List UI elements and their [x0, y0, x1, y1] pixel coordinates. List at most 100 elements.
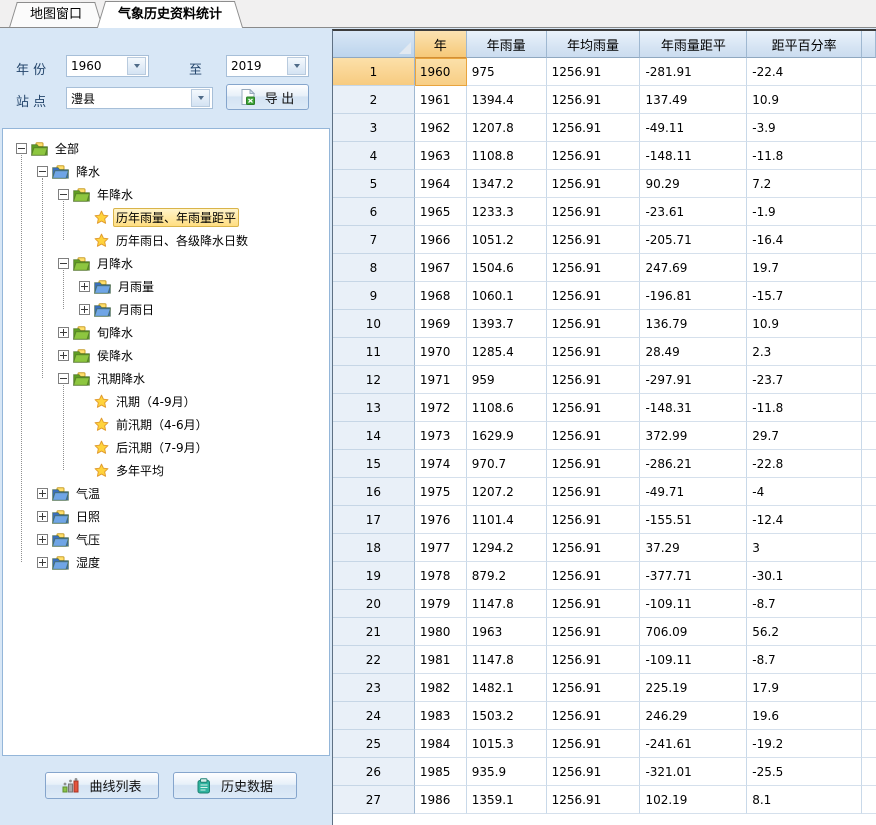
tree-item[interactable]: 年降水	[3, 183, 329, 206]
table-row[interactable]: 22 1981 1147.8 1256.91 -109.11 -8.7	[333, 646, 876, 674]
cell[interactable]: 1504.6	[466, 254, 547, 282]
curve-list-button[interactable]: 曲线列表	[45, 772, 159, 799]
cell[interactable]: 1147.8	[466, 590, 547, 618]
cell[interactable]: -377.71	[640, 562, 748, 590]
cell[interactable]: 1256.91	[546, 86, 641, 114]
cell[interactable]: 1393.7	[466, 310, 547, 338]
cell[interactable]: -109.11	[640, 590, 748, 618]
cell[interactable]: -148.11	[640, 142, 748, 170]
cell[interactable]: -155.51	[640, 506, 748, 534]
cell[interactable]: -286.21	[640, 450, 748, 478]
table-row[interactable]: 23 1982 1482.1 1256.91 225.19 17.9	[333, 674, 876, 702]
cell[interactable]: -321.01	[640, 758, 748, 786]
cell[interactable]: 1233.3	[466, 198, 547, 226]
collapse-minus-icon[interactable]	[58, 258, 69, 269]
year-from-select[interactable]: 1960	[66, 55, 149, 77]
cell[interactable]: 1984	[414, 730, 467, 758]
cell[interactable]: 1964	[414, 170, 467, 198]
row-header[interactable]: 6	[333, 198, 415, 226]
cell[interactable]: -8.7	[747, 590, 863, 618]
cell[interactable]: 1015.3	[466, 730, 547, 758]
cell[interactable]: 970.7	[466, 450, 547, 478]
cell[interactable]: -11.8	[747, 142, 863, 170]
cell[interactable]: 1256.91	[546, 422, 641, 450]
row-header[interactable]: 12	[333, 366, 415, 394]
table-row[interactable]: 21 1980 1963 1256.91 706.09 56.2	[333, 618, 876, 646]
cell[interactable]: -23.61	[640, 198, 748, 226]
tree-item[interactable]: 气温	[3, 482, 329, 505]
table-row[interactable]: 19 1978 879.2 1256.91 -377.71 -30.1	[333, 562, 876, 590]
cell[interactable]: 28.49	[640, 338, 748, 366]
row-header[interactable]: 14	[333, 422, 415, 450]
cell[interactable]: 1256.91	[546, 590, 641, 618]
cell[interactable]: -3.9	[747, 114, 863, 142]
column-header-5[interactable]: 距平百分率	[747, 31, 863, 58]
cell[interactable]: 246.29	[640, 702, 748, 730]
cell[interactable]: 1967	[414, 254, 467, 282]
cell[interactable]: -22.8	[747, 450, 863, 478]
tree-item[interactable]: 后汛期（7-9月）	[3, 436, 329, 459]
cell[interactable]: 1256.91	[546, 646, 641, 674]
table-row[interactable]: 1 1960 975 1256.91 -281.91 -22.4	[333, 58, 876, 86]
cell[interactable]: 10.9	[747, 310, 863, 338]
cell[interactable]: 1256.91	[546, 394, 641, 422]
table-row[interactable]: 6 1965 1233.3 1256.91 -23.61 -1.9	[333, 198, 876, 226]
cell[interactable]: 1256.91	[546, 198, 641, 226]
cell[interactable]: 1256.91	[546, 254, 641, 282]
table-row[interactable]: 16 1975 1207.2 1256.91 -49.71 -4	[333, 478, 876, 506]
cell[interactable]: 102.19	[640, 786, 748, 814]
year-to-dropdown-arrow-icon[interactable]	[287, 57, 306, 75]
tree-item[interactable]: 旬降水	[3, 321, 329, 344]
cell[interactable]: -49.11	[640, 114, 748, 142]
tree-item[interactable]: 月降水	[3, 252, 329, 275]
table-row[interactable]: 4 1963 1108.8 1256.91 -148.11 -11.8	[333, 142, 876, 170]
cell[interactable]: 1256.91	[546, 562, 641, 590]
table-row[interactable]: 25 1984 1015.3 1256.91 -241.61 -19.2	[333, 730, 876, 758]
cell[interactable]: 10.9	[747, 86, 863, 114]
cell[interactable]: 1147.8	[466, 646, 547, 674]
row-header[interactable]: 15	[333, 450, 415, 478]
cell[interactable]: 959	[466, 366, 547, 394]
cell[interactable]: -148.31	[640, 394, 748, 422]
cell[interactable]: 1974	[414, 450, 467, 478]
cell[interactable]: 1961	[414, 86, 467, 114]
cell[interactable]: 2.3	[747, 338, 863, 366]
cell[interactable]: 706.09	[640, 618, 748, 646]
tree-item[interactable]: 月雨量	[3, 275, 329, 298]
cell[interactable]: -1.9	[747, 198, 863, 226]
cell[interactable]: 1972	[414, 394, 467, 422]
row-header[interactable]: 8	[333, 254, 415, 282]
cell[interactable]: 1982	[414, 674, 467, 702]
cell[interactable]: 1965	[414, 198, 467, 226]
cell[interactable]: 1968	[414, 282, 467, 310]
cell[interactable]: 1960	[414, 58, 467, 86]
cell[interactable]: 1978	[414, 562, 467, 590]
cell[interactable]: 1981	[414, 646, 467, 674]
table-row[interactable]: 7 1966 1051.2 1256.91 -205.71 -16.4	[333, 226, 876, 254]
row-header[interactable]: 7	[333, 226, 415, 254]
tree-item[interactable]: 历年雨日、各级降水日数	[3, 229, 329, 252]
collapse-minus-icon[interactable]	[58, 189, 69, 200]
cell[interactable]: 1101.4	[466, 506, 547, 534]
cell[interactable]: 1359.1	[466, 786, 547, 814]
expand-plus-icon[interactable]	[37, 557, 48, 568]
cell[interactable]: 56.2	[747, 618, 863, 646]
cell[interactable]: -109.11	[640, 646, 748, 674]
cell[interactable]: 1256.91	[546, 478, 641, 506]
cell[interactable]: 37.29	[640, 534, 748, 562]
table-row[interactable]: 2 1961 1394.4 1256.91 137.49 10.9	[333, 86, 876, 114]
cell[interactable]: 1963	[466, 618, 547, 646]
cell[interactable]: 1256.91	[546, 310, 641, 338]
collapse-minus-icon[interactable]	[37, 166, 48, 177]
cell[interactable]: 1986	[414, 786, 467, 814]
cell[interactable]: 1963	[414, 142, 467, 170]
cell[interactable]: 1256.91	[546, 730, 641, 758]
column-header-3[interactable]: 年均雨量	[546, 31, 641, 58]
select-all-corner[interactable]	[333, 31, 415, 58]
cell[interactable]: 1962	[414, 114, 467, 142]
cell[interactable]: 1256.91	[546, 758, 641, 786]
cell[interactable]: 1969	[414, 310, 467, 338]
column-header-1[interactable]: 年	[414, 31, 467, 58]
cell[interactable]: 1256.91	[546, 702, 641, 730]
cell[interactable]: 1977	[414, 534, 467, 562]
